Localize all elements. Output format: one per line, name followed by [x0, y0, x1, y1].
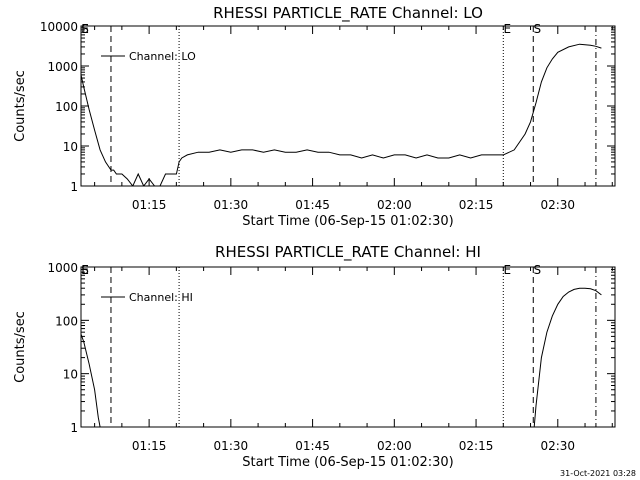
x-axis-label: Start Time (06-Sep-15 01:02:30) — [242, 214, 453, 229]
x-tick-label: 01:30 — [214, 439, 249, 453]
y-tick-label: 1 — [70, 421, 78, 435]
legend-label: Channel: LO — [129, 50, 196, 63]
y-tick-label: 10 — [63, 140, 78, 154]
y-tick-label: 1 — [70, 180, 78, 194]
y-tick-label: 10 — [63, 368, 78, 382]
y-tick-label: 100 — [55, 100, 78, 114]
event-marker-label: E — [503, 263, 511, 277]
event-marker-label: S — [81, 22, 89, 36]
x-tick-label: 02:30 — [540, 439, 575, 453]
x-tick-label: 01:15 — [132, 198, 167, 212]
x-tick-label: 02:00 — [377, 198, 412, 212]
x-axis-label: Start Time (06-Sep-15 01:02:30) — [242, 455, 453, 470]
event-marker-label: E — [81, 22, 89, 36]
event-marker-label: S — [81, 263, 89, 277]
y-axis-label: Counts/sec — [13, 311, 28, 383]
series-line — [81, 287, 602, 427]
y-tick-label: 10000 — [40, 20, 78, 34]
event-marker-label: S — [533, 22, 541, 36]
x-tick-label: 02:30 — [540, 198, 575, 212]
x-tick-label: 01:45 — [295, 439, 330, 453]
footer-timestamp: 31-Oct-2021 03:28 — [560, 469, 636, 478]
y-axis-label: Counts/sec — [13, 70, 28, 142]
y-tick-label: 1000 — [47, 261, 78, 275]
event-marker-label: S — [533, 263, 541, 277]
y-tick-label: 1000 — [47, 60, 78, 74]
legend-label: Channel: HI — [129, 291, 193, 304]
event-marker-label: E — [503, 22, 511, 36]
series-line — [81, 43, 602, 186]
x-tick-label: 01:30 — [214, 198, 249, 212]
x-tick-label: 02:00 — [377, 439, 412, 453]
y-tick-label: 100 — [55, 314, 78, 328]
chart-title: RHESSI PARTICLE_RATE Channel: LO — [213, 4, 483, 23]
x-tick-label: 01:15 — [132, 439, 167, 453]
x-tick-label: 02:15 — [459, 198, 494, 212]
x-tick-label: 01:45 — [295, 198, 330, 212]
chart-panel-1: RHESSI PARTICLE_RATE Channel: LO 1 10 100 10… — [13, 4, 616, 229]
chart-panel-2: RHESSI PARTICLE_RATE Channel: HI 1 10 100 10… — [13, 243, 616, 470]
event-marker-label: E — [81, 263, 89, 277]
x-tick-label: 02:15 — [459, 439, 494, 453]
chart-title: RHESSI PARTICLE_RATE Channel: HI — [215, 243, 481, 262]
